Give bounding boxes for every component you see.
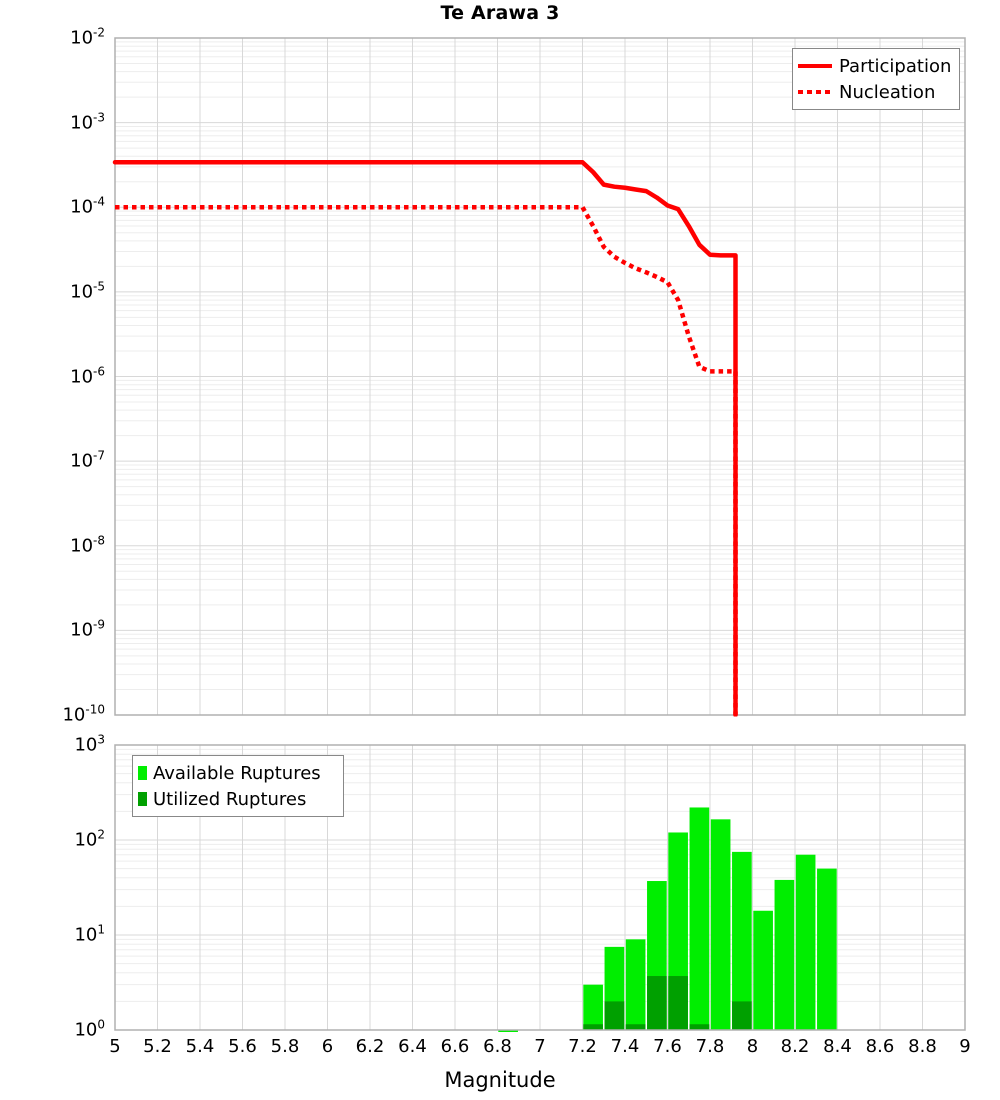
bar-available-ruptures xyxy=(625,939,646,1030)
bar-utilized-ruptures xyxy=(625,1024,646,1030)
bar-utilized-ruptures xyxy=(689,1024,710,1030)
bar-utilized-ruptures xyxy=(583,1024,603,1030)
ytick-label: 10-2 xyxy=(70,25,105,49)
bar-utilized-ruptures xyxy=(647,976,667,1030)
magnitude-axis-label: Magnitude xyxy=(444,1068,556,1092)
bar-available-ruptures xyxy=(732,851,752,1030)
bar-available-ruptures xyxy=(583,984,603,1030)
ytick-label: 10-3 xyxy=(70,110,105,134)
dotted-line-icon xyxy=(798,90,832,94)
xtick-label: 8.4 xyxy=(823,1036,852,1057)
xtick-label: 7.2 xyxy=(568,1036,597,1057)
legend-label-participation: Participation xyxy=(839,55,952,77)
xtick-label: 9 xyxy=(959,1036,971,1057)
xtick-label: 5.6 xyxy=(228,1036,257,1057)
xtick-label: 8.8 xyxy=(908,1036,937,1057)
ytick-label: 10-10 xyxy=(62,702,105,726)
bar-available-ruptures xyxy=(774,879,795,1030)
legend-label-nucleation: Nucleation xyxy=(839,81,936,103)
ytick-label: 10-9 xyxy=(70,617,105,641)
green-square-icon xyxy=(138,766,147,780)
xtick-label: 8.2 xyxy=(780,1036,810,1057)
legend-label-utilized-ruptures: Utilized Ruptures xyxy=(153,788,307,810)
legend-label-available-ruptures: Available Ruptures xyxy=(153,762,321,784)
xtick-label: 5.8 xyxy=(270,1036,300,1057)
ytick-label: 10-7 xyxy=(70,448,105,472)
legend-item-nucleation[interactable]: Nucleation xyxy=(798,79,951,105)
bar-available-ruptures xyxy=(710,819,731,1030)
bar-utilized-ruptures xyxy=(732,1001,752,1030)
ytick-label: 10-6 xyxy=(70,364,105,387)
xtick-label: 5.2 xyxy=(143,1036,172,1057)
bar-available-ruptures xyxy=(498,1030,518,1032)
legend-item-utilized-ruptures[interactable]: Utilized Ruptures xyxy=(138,786,335,812)
ytick-label: 103 xyxy=(74,732,105,756)
dark-green-square-icon xyxy=(138,792,147,806)
xtick-label: 7 xyxy=(534,1036,546,1057)
rupture-count-legend[interactable]: Available Ruptures Utilized Ruptures xyxy=(132,755,344,817)
xtick-label: 7.6 xyxy=(653,1036,682,1057)
legend-item-available-ruptures[interactable]: Available Ruptures xyxy=(138,760,335,786)
bar-available-ruptures xyxy=(795,854,816,1030)
page-title: Te Arawa 3 xyxy=(440,2,560,24)
ytick-label: 10-4 xyxy=(70,194,105,218)
xtick-label: 8 xyxy=(746,1036,759,1057)
bar-available-ruptures xyxy=(689,807,710,1030)
xtick-label: 6 xyxy=(321,1036,334,1057)
ytick-label: 101 xyxy=(74,922,105,946)
ytick-label: 10-5 xyxy=(70,279,105,303)
xtick-label: 6.6 xyxy=(440,1036,470,1057)
xtick-label: 5.4 xyxy=(185,1036,215,1057)
bar-available-ruptures xyxy=(817,868,837,1030)
ytick-label: 100 xyxy=(74,1017,105,1041)
legend-item-participation[interactable]: Participation xyxy=(798,53,951,79)
xtick-label: 7.8 xyxy=(695,1036,725,1057)
xtick-label: 7.4 xyxy=(610,1036,640,1057)
bar-available-ruptures xyxy=(753,910,773,1030)
ytick-label: 10-8 xyxy=(70,533,105,557)
cumulative-rate-legend[interactable]: Participation Nucleation xyxy=(792,48,960,110)
series-line-nucleation xyxy=(115,205,738,715)
xtick-label: 6.4 xyxy=(398,1036,427,1057)
xtick-label: 6.2 xyxy=(355,1036,385,1057)
bar-utilized-ruptures xyxy=(604,1001,625,1030)
series-line-participation xyxy=(112,160,738,718)
ytick-label: 102 xyxy=(74,827,105,851)
xtick-label: 5 xyxy=(109,1036,121,1057)
xtick-label: 6.8 xyxy=(483,1036,512,1057)
xtick-label: 8.6 xyxy=(865,1036,895,1057)
solid-line-icon xyxy=(798,64,832,68)
bar-utilized-ruptures xyxy=(668,976,688,1030)
